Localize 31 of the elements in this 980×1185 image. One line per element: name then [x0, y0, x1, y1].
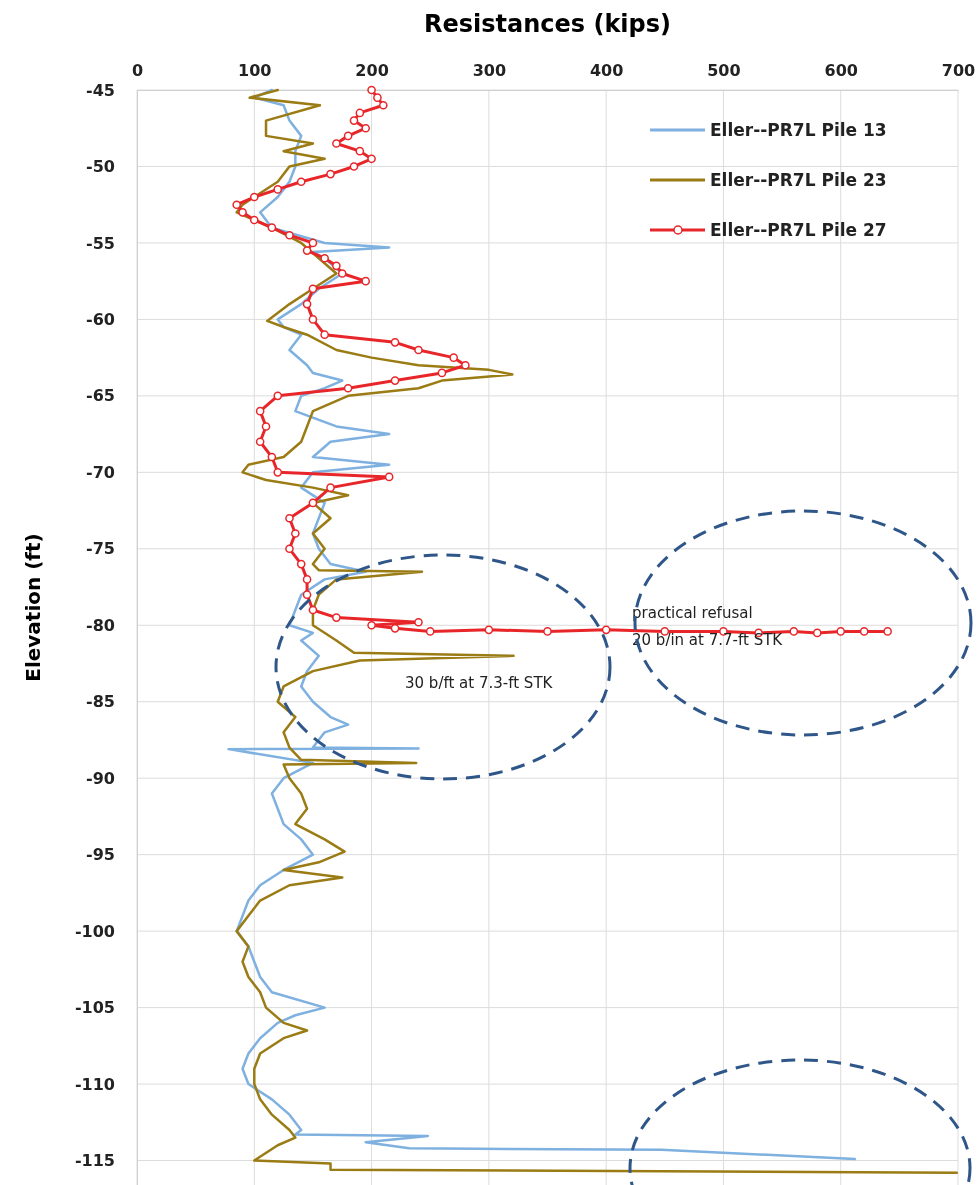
y-tick-label: -45: [86, 80, 115, 100]
x-axis-title: Resistances (kips): [423, 10, 672, 38]
x-tick-label: 700: [941, 61, 976, 80]
legend-label: Eller--PR7L Pile 27: [710, 220, 887, 240]
legend-label: Eller--PR7L Pile 13: [710, 120, 887, 140]
line-series: [227, 88, 857, 1161]
y-tick-label: -55: [86, 233, 115, 253]
annotation: 30 b/ft at 7.3-ft STK: [405, 674, 554, 692]
y-tick-label: -100: [74, 921, 115, 941]
y-tick-label: -75: [86, 539, 115, 559]
legend-label: Eller--PR7L Pile 23: [710, 170, 887, 190]
y-tick-label: -115: [74, 1151, 115, 1171]
x-tick-label: 400: [589, 61, 624, 80]
y-tick-label: -85: [86, 692, 115, 712]
y-tick-label: -90: [86, 768, 115, 788]
x-tick-label: 100: [238, 61, 272, 80]
x-tick-label: 300: [472, 61, 507, 80]
y-tick-label: -50: [86, 157, 115, 177]
y-tick-label: -65: [86, 386, 115, 406]
x-tick-label: 200: [355, 61, 389, 80]
y-axis-title: Elevation (ft): [21, 533, 45, 682]
x-tick-label: 500: [707, 61, 741, 80]
y-tick-label: -95: [86, 845, 115, 865]
annotation: practical refusal: [632, 604, 753, 622]
y-tick-label: -60: [86, 310, 115, 330]
y-tick-label: -105: [74, 998, 115, 1018]
x-tick-label: 0: [131, 61, 144, 80]
y-tick-label: -70: [86, 462, 115, 482]
y-tick-label: -80: [86, 615, 115, 635]
x-tick-label: 600: [824, 61, 858, 80]
y-tick-label: -110: [74, 1074, 115, 1094]
